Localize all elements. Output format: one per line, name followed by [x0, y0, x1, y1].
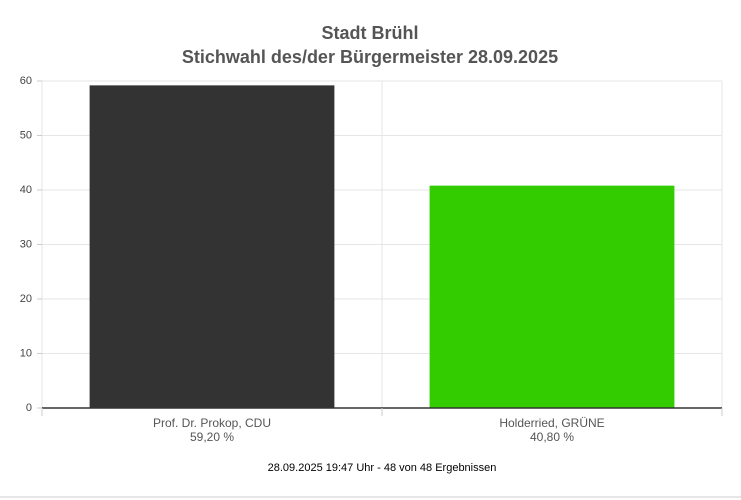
chart-title: Stadt Brühl: [322, 23, 419, 43]
x-tick-label: Holderried, GRÜNE: [499, 416, 604, 430]
y-tick-label: 0: [26, 402, 32, 414]
footer-note: 28.09.2025 19:47 Uhr - 48 von 48 Ergebni…: [268, 462, 497, 474]
y-tick-label: 20: [20, 293, 32, 305]
bar: [89, 85, 335, 409]
bar: [429, 185, 675, 408]
y-tick-label: 50: [20, 129, 32, 141]
y-tick-label: 40: [20, 184, 32, 196]
y-tick-label: 30: [20, 238, 32, 250]
y-tick-label: 10: [20, 347, 32, 359]
y-tick-label: 60: [20, 75, 32, 87]
value-label: 59,20 %: [190, 430, 234, 444]
x-tick-label: Prof. Dr. Prokop, CDU: [153, 416, 271, 430]
chart-subtitle: Stichwahl des/der Bürgermeister 28.09.20…: [182, 47, 558, 67]
value-label: 40,80 %: [530, 430, 574, 444]
